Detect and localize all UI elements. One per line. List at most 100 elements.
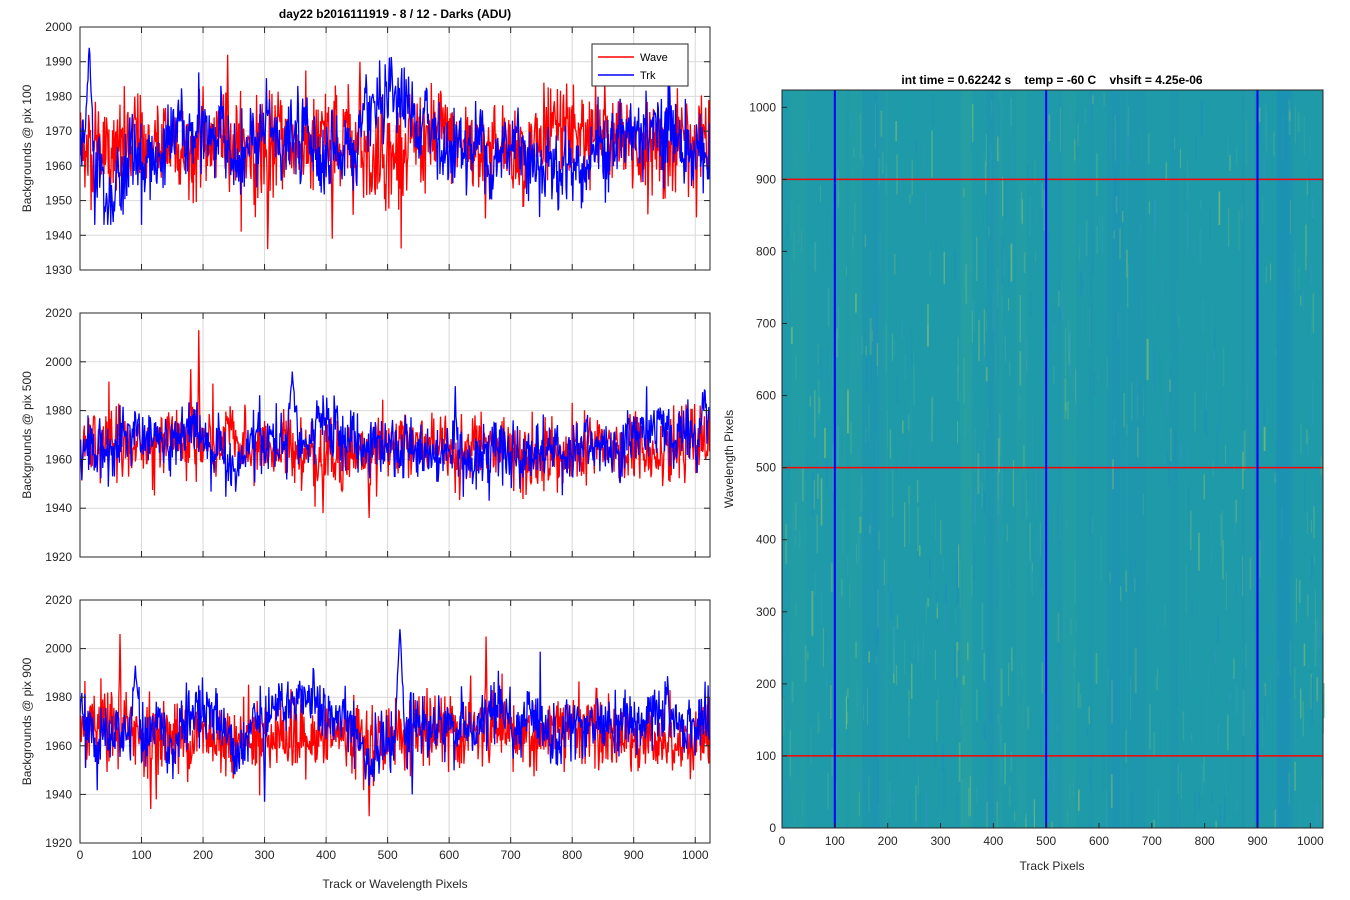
heatmap-streak [1131,791,1133,828]
heatmap-streak [1225,214,1228,241]
heatmap-streak [1227,136,1229,158]
y-tick-label: 1950 [45,194,72,208]
heatmap-streak [858,447,860,463]
heatmap-streak [1208,668,1209,691]
heatmap-streak [1157,788,1159,828]
heatmap-streak [831,350,833,387]
heatmap-streak [879,230,881,272]
heatmap-streak [1294,703,1296,746]
y-axis-label: Backgrounds @ pix 500 [20,371,34,499]
heatmap-streak [1171,350,1173,366]
heatmap-streak [1119,586,1122,601]
heatmap-streak [1088,653,1090,682]
heatmap-streak [963,188,965,197]
heatmap-streak [1316,804,1319,826]
legend-wave-label: Wave [640,52,668,64]
heatmap-streak [1278,340,1280,349]
heatmap-streak [971,310,973,343]
heatmap-streak [1249,823,1252,828]
heatmap-streak [871,330,873,342]
heatmap-streak [997,438,1000,473]
heatmap-streak [1122,449,1125,469]
heatmap-streak [935,735,937,769]
heatmap-streak [908,689,910,716]
heatmap-streak [863,483,865,497]
heatmap-streak [1246,387,1249,400]
heatmap-streak [842,213,845,248]
heatmap-streak [1057,612,1060,643]
heatmap-streak [1203,474,1205,500]
y-tick-label: 200 [756,677,776,691]
axes-box [79,312,711,558]
heatmap-streak [859,501,861,512]
heatmap-streak [858,792,860,817]
heatmap-streak [1112,459,1114,490]
heatmap-streak [876,344,878,376]
heatmap-streak [916,506,919,552]
heatmap-streak [1288,772,1291,805]
heatmap-streak [1303,116,1305,155]
heatmap-streak [904,354,906,380]
heatmap-streak [876,343,879,367]
heatmap-streak [820,590,823,625]
heatmap-streak [1156,776,1158,792]
heatmap-streak [1109,130,1111,159]
heatmap-band [874,90,886,828]
heatmap-streak [922,143,924,164]
heatmap-streak [826,200,829,213]
heatmap-streak [1166,451,1168,467]
x-tick-label: 300 [255,848,275,862]
heatmap-streak [1193,238,1196,257]
heatmap-streak [791,200,793,240]
heatmap-streak [1221,348,1224,370]
heatmap-streak [907,414,910,432]
heatmap-streak [793,231,795,261]
heatmap-streak [893,340,895,355]
heatmap-streak [917,645,919,664]
heatmap-streak [1305,222,1308,258]
heatmap-streak [1021,199,1023,225]
heatmap-streak [1145,559,1148,587]
heatmap-streak [1036,532,1039,563]
heatmap-streak [1086,612,1089,635]
heatmap-streak [913,645,915,659]
heatmap-streak [1235,685,1238,714]
heatmap-streak [1035,468,1038,511]
heatmap-streak [863,704,864,720]
heatmap-streak [822,627,824,668]
heatmap-streak [919,545,921,557]
heatmap-streak [979,211,982,228]
heatmap-streak [861,335,864,355]
heatmap-streak [1023,252,1026,273]
heatmap-streak [1305,177,1307,224]
heatmap-streak [1010,243,1013,282]
y-tick-label: 500 [756,461,776,475]
heatmap-streak [964,778,967,823]
heatmap-streak [956,641,959,651]
heatmap-streak [900,180,903,191]
heatmap-streak [997,472,1000,514]
heatmap-streak [915,140,918,153]
heatmap-streak [974,428,976,473]
heatmap-streak [795,602,797,616]
heatmap-axes-box [781,89,1324,829]
heatmap-streak [917,776,920,796]
heatmap-band [1016,90,1027,828]
heatmap-streak [934,617,936,660]
heatmap-streak [845,696,847,730]
heatmap-streak [997,818,1000,828]
heatmap-streak [1025,817,1026,828]
heatmap-streak [894,254,896,275]
heatmap-streak [1306,428,1308,444]
heatmap-streak [842,508,845,553]
heatmap-streak [957,336,960,371]
heatmap-streak [878,530,880,551]
heatmap-streak [1274,473,1276,484]
heatmap-streak [854,202,856,232]
heatmap-streak [1125,729,1127,763]
heatmap-streak [1075,398,1078,416]
heatmap-streak [1234,499,1236,536]
heatmap-streak [1009,103,1011,141]
heatmap-streak [1123,393,1125,428]
heatmap-streak [807,651,809,661]
